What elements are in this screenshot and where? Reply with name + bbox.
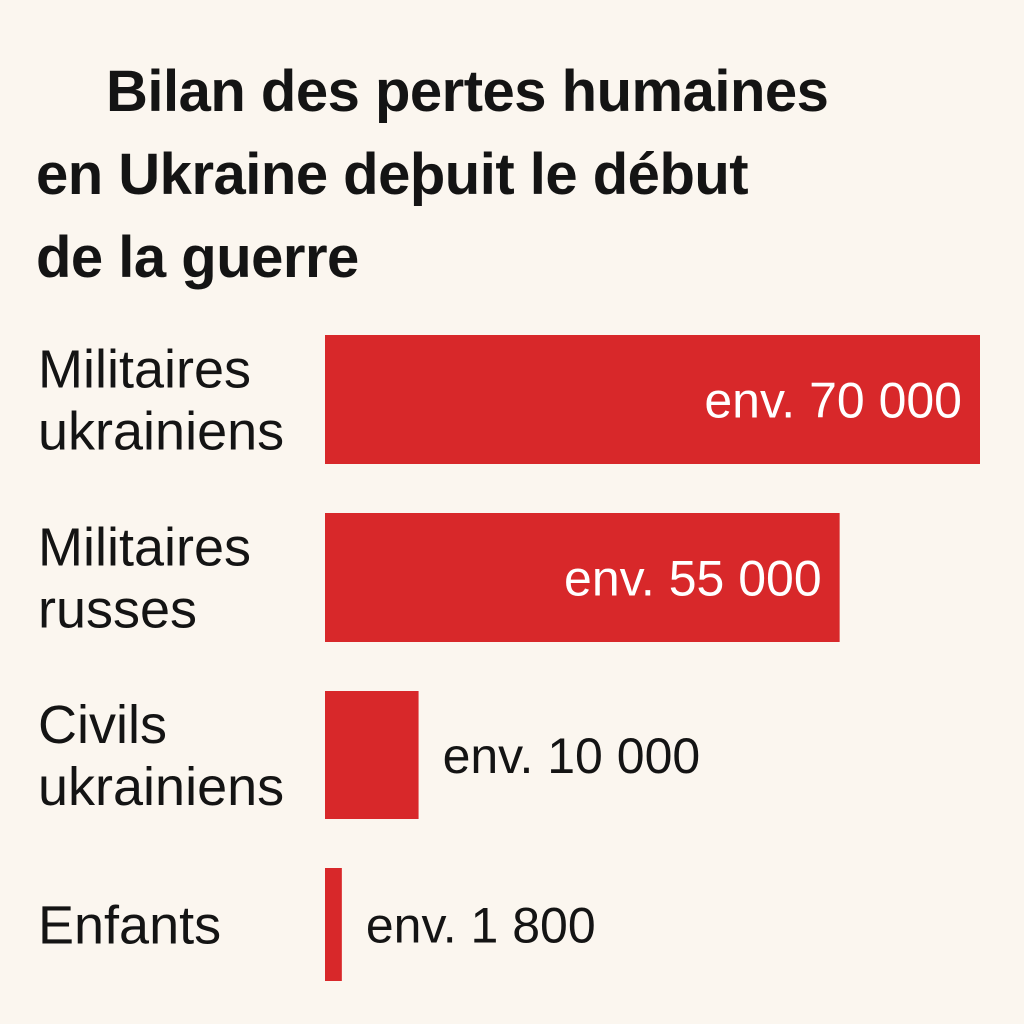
bar-2 [325, 513, 840, 642]
category-label-1: Militaires ukrainiens [38, 340, 284, 462]
bar-1 [325, 335, 980, 464]
category-label-3: Civils ukrainiens [38, 695, 284, 817]
chart-title: Bilan des pertes humaines en Ukraine deþ… [36, 50, 956, 299]
value-label-2: env. 55 000 [564, 551, 822, 607]
value-label-4: env. 1 800 [366, 898, 596, 954]
category-label-4: Enfants [38, 896, 221, 956]
value-label-1: env. 70 000 [704, 373, 962, 429]
chart-title-line-2: en Ukraine deþuit le début [36, 142, 749, 207]
value-label-3: env. 10 000 [443, 728, 701, 784]
category-label-2: Militaires russes [38, 518, 251, 640]
bar-4 [325, 868, 342, 981]
chart-title-line-1: Bilan des pertes humaines [106, 59, 829, 124]
chart-title-line-3: de la guerre [36, 225, 359, 290]
bar-3 [325, 691, 419, 819]
